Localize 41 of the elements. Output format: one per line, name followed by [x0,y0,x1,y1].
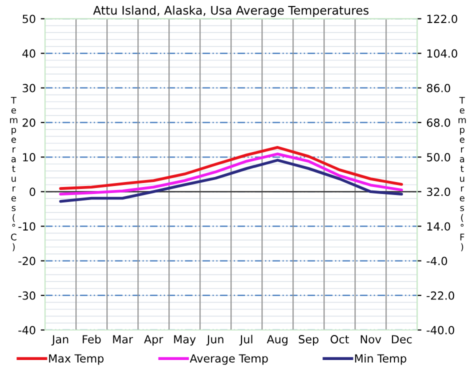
x-tick-label: Mar [113,335,134,344]
y-tick-label: 40 [22,49,36,58]
y2-tick-label: 104.0 [427,49,458,58]
legend-label: Max Temp [49,354,104,365]
x-tick-label: Dec [392,335,412,344]
x-tick-label: Sep [298,335,318,346]
x-tick-label: Nov [360,335,382,344]
x-tick-label: Feb [82,334,101,344]
x-tick-label: Jul [239,334,252,346]
chart-title: Attu Island, Alaska, Usa Average Temperatures [93,6,369,18]
y2-tick-label: 50.0 [427,153,450,162]
y2-tick-label: -40.0 [426,326,454,334]
x-tick-label: May [174,335,196,346]
y2-tick-label: -4.0 [426,256,448,266]
y2-tick-label: 86.0 [426,84,450,92]
y2-tick-label: 122.0 [427,14,458,24]
text: Temperatures (°C) [10,97,18,252]
y-tick-label: -10 [18,222,36,231]
line-series [59,146,404,190]
y-tick-label: 30 [22,84,36,92]
y-tick-label: -40 [18,326,36,334]
y-tick-label: 20 [22,118,36,127]
y-tick-label: 10 [23,153,36,162]
legend-label: Average Temp [190,354,268,365]
line-series [59,152,404,196]
text: Temperatures (°F) [458,97,466,252]
y2-tick-label: 68.0 [426,118,450,127]
legend-label: Min Temp [355,354,406,365]
line-series [59,158,404,203]
x-tick-label: Oct [330,335,349,344]
x-tick-label: Aug [266,335,288,346]
y2-tick-label: 32.0 [426,188,450,196]
y-tick-label: -20 [18,256,36,266]
y-tick-label: -30 [18,291,36,300]
x-tick-label: Apr [144,335,164,346]
x-tick-label: Jun [206,335,224,346]
y2-tick-label: 14.0 [427,222,450,231]
y2-tick-label: -22.0 [426,291,454,300]
y-tick-label: 50 [22,14,36,24]
x-tick-label: Jan [51,335,68,346]
y-tick-label: 0 [30,188,36,196]
